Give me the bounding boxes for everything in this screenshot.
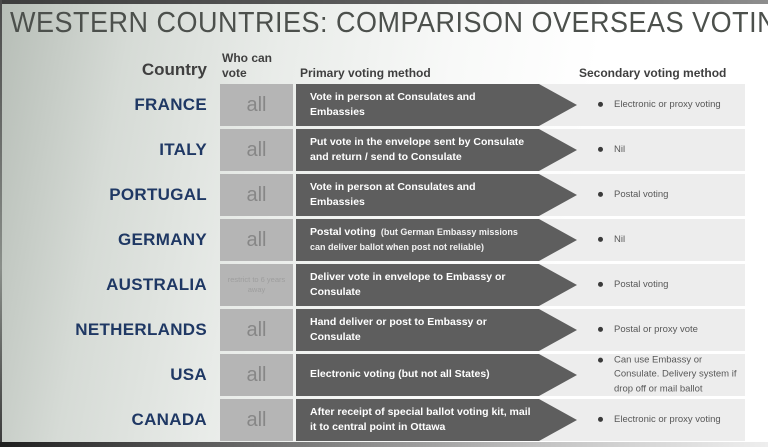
country-label: CANADA	[131, 410, 207, 429]
primary-method-arrow: Electronic voting (but not all States)	[296, 354, 577, 396]
table-row: PORTUGAL all Vote in person at Consulate…	[0, 174, 768, 216]
methods-strip: Deliver vote in envelope to Embassy or C…	[296, 264, 745, 306]
methods-strip: Hand deliver or post to Embassy or Consu…	[296, 309, 745, 351]
country-label: GERMANY	[118, 230, 207, 249]
primary-method-text: After receipt of special ballot voting k…	[310, 405, 531, 433]
who-can-vote-box: all	[220, 129, 293, 171]
secondary-method: Postal voting	[598, 188, 742, 202]
secondary-method: Nil	[598, 233, 742, 247]
primary-method-text: Electronic voting (but not all States)	[310, 368, 490, 381]
primary-method-text: Deliver vote in envelope to Embassy or C…	[310, 270, 506, 298]
secondary-method: Nil	[598, 143, 742, 157]
page-title: WESTERN COUNTRIES: COMPARISON OVERSEAS V…	[10, 7, 768, 39]
primary-method-arrow: Postal voting (but German Embassy missio…	[296, 219, 577, 261]
bottom-edge-shadow	[0, 442, 768, 447]
bullet-icon	[598, 281, 603, 287]
secondary-method-text: Nil	[614, 233, 626, 245]
secondary-method: Electronic or proxy voting	[598, 98, 742, 112]
country-label: PORTUGAL	[109, 185, 207, 204]
methods-strip: Electronic voting (but not all States) C…	[296, 354, 745, 396]
secondary-method: Electronic or proxy voting	[598, 413, 742, 427]
table-row: FRANCE all Vote in person at Consulates …	[0, 84, 768, 126]
who-can-vote-text: all	[246, 318, 267, 341]
table-row: NETHERLANDS all Hand deliver or post to …	[0, 309, 768, 351]
bullet-icon	[598, 416, 603, 422]
who-can-vote-text: restrict to 6 years away	[227, 275, 286, 294]
who-can-vote-text: all	[246, 138, 267, 161]
country-label: ITALY	[159, 140, 207, 159]
column-header-primary-method: Primary voting method	[300, 66, 431, 80]
who-can-vote-text: all	[246, 93, 267, 116]
secondary-method: Postal voting	[598, 278, 742, 292]
table-row: ITALY all Put vote in the envelope sent …	[0, 129, 768, 171]
who-can-vote-box: all	[220, 309, 293, 351]
bullet-icon	[598, 357, 603, 363]
who-can-vote-box: all	[220, 399, 293, 441]
primary-method-arrow: Deliver vote in envelope to Embassy or C…	[296, 264, 577, 306]
comparison-table: Country Who can vote Primary voting meth…	[0, 48, 768, 444]
methods-strip: Vote in person at Consulates and Embassi…	[296, 174, 745, 216]
who-can-vote-box: all	[220, 354, 293, 396]
bullet-icon	[598, 101, 603, 107]
methods-strip: Vote in person at Consulates and Embassi…	[296, 84, 745, 126]
country-label: NETHERLANDS	[75, 320, 207, 339]
secondary-method-text: Electronic or proxy voting	[614, 98, 721, 110]
who-can-vote-text: all	[246, 183, 267, 206]
primary-method-arrow: Vote in person at Consulates and Embassi…	[296, 174, 577, 216]
secondary-method-text: Postal or proxy vote	[614, 323, 698, 335]
primary-method-main-text: Postal voting	[310, 225, 376, 238]
country-label: USA	[170, 365, 207, 384]
left-edge-shadow	[0, 0, 2, 447]
methods-strip: After receipt of special ballot voting k…	[296, 399, 745, 441]
who-can-vote-box: all	[220, 219, 293, 261]
country-label: FRANCE	[134, 95, 207, 114]
table-row: USA all Electronic voting (but not all S…	[0, 354, 768, 396]
who-can-vote-box: restrict to 6 years away	[220, 264, 293, 306]
who-can-vote-text: all	[246, 228, 267, 251]
secondary-method: Can use Embassy or Consulate. Delivery s…	[598, 354, 742, 397]
secondary-method-text: Electronic or proxy voting	[614, 413, 721, 425]
bullet-icon	[598, 236, 603, 242]
primary-method-text: Vote in person at Consulates and Embassi…	[310, 90, 476, 118]
primary-method-text: Postal voting (but German Embassy missio…	[310, 225, 531, 255]
primary-method-arrow: Hand deliver or post to Embassy or Consu…	[296, 309, 577, 351]
methods-strip: Postal voting (but German Embassy missio…	[296, 219, 745, 261]
column-header-secondary-method: Secondary voting method	[579, 66, 727, 80]
secondary-method-text: Nil	[614, 143, 626, 155]
primary-method-text: Vote in person at Consulates and Embassi…	[310, 180, 476, 208]
primary-method-arrow: Put vote in the envelope sent by Consula…	[296, 129, 577, 171]
table-header: Country Who can vote Primary voting meth…	[0, 48, 768, 80]
secondary-method-text: Postal voting	[614, 278, 669, 290]
bullet-icon	[598, 146, 603, 152]
column-header-country: Country	[141, 60, 207, 79]
bullet-icon	[598, 326, 603, 332]
secondary-method-text: Postal voting	[614, 188, 669, 200]
who-can-vote-box: all	[220, 84, 293, 126]
table-row: GERMANY all Postal voting (but German Em…	[0, 219, 768, 261]
secondary-method-text: Can use Embassy or Consulate. Delivery s…	[614, 354, 737, 395]
column-header-who-can-vote: Who can vote	[222, 51, 272, 80]
bullet-icon	[598, 191, 603, 197]
primary-method-arrow: After receipt of special ballot voting k…	[296, 399, 577, 441]
column-headers-methods: Primary voting method Secondary voting m…	[296, 64, 756, 80]
primary-method-note: (but German Embassy missions can deliver…	[310, 226, 518, 252]
table-row: CANADA all After receipt of special ball…	[0, 399, 768, 441]
top-edge-shadow	[0, 0, 768, 4]
who-can-vote-text: all	[246, 408, 267, 431]
primary-method-arrow: Vote in person at Consulates and Embassi…	[296, 84, 577, 126]
country-label: AUSTRALIA	[106, 275, 207, 294]
primary-method-text: Hand deliver or post to Embassy or Consu…	[310, 315, 487, 343]
methods-strip: Put vote in the envelope sent by Consula…	[296, 129, 745, 171]
table-row: AUSTRALIA restrict to 6 years away Deliv…	[0, 264, 768, 306]
who-can-vote-text: all	[246, 363, 267, 386]
primary-method-text: Put vote in the envelope sent by Consula…	[310, 135, 525, 163]
secondary-method: Postal or proxy vote	[598, 323, 742, 337]
who-can-vote-box: all	[220, 174, 293, 216]
